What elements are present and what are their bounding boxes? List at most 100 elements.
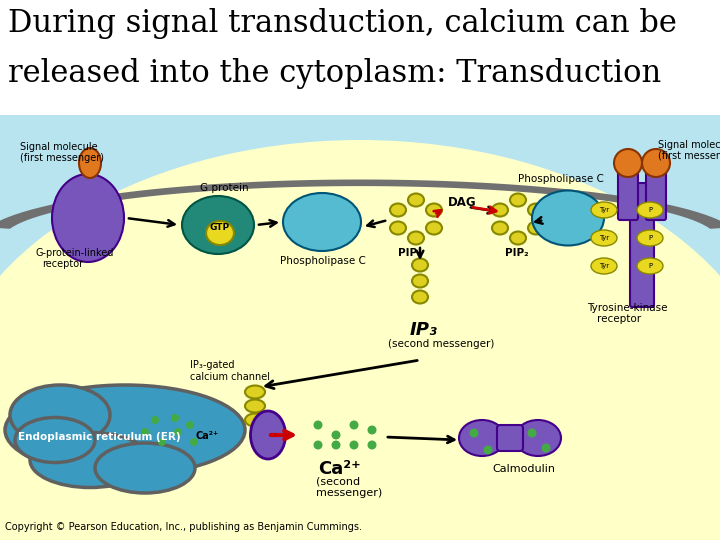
Circle shape: [349, 441, 359, 449]
Circle shape: [151, 416, 159, 424]
Ellipse shape: [637, 202, 663, 218]
Ellipse shape: [245, 414, 265, 427]
Ellipse shape: [0, 140, 720, 540]
Ellipse shape: [591, 230, 617, 246]
FancyBboxPatch shape: [646, 171, 666, 220]
Ellipse shape: [637, 258, 663, 274]
Ellipse shape: [492, 204, 508, 217]
Ellipse shape: [52, 174, 124, 262]
Circle shape: [190, 438, 198, 446]
FancyBboxPatch shape: [497, 425, 523, 451]
Ellipse shape: [510, 193, 526, 206]
Text: released into the cytoplasm: Transduction: released into the cytoplasm: Transductio…: [8, 58, 661, 89]
Ellipse shape: [412, 291, 428, 303]
Text: P: P: [648, 263, 652, 269]
Polygon shape: [0, 179, 720, 229]
Ellipse shape: [426, 204, 442, 217]
Ellipse shape: [591, 258, 617, 274]
Text: Phospholipase C: Phospholipase C: [280, 256, 366, 266]
Circle shape: [331, 441, 341, 449]
Circle shape: [367, 426, 377, 435]
Ellipse shape: [245, 400, 265, 413]
Ellipse shape: [515, 420, 561, 456]
Bar: [0, 115, 720, 520]
Text: Ca²⁺: Ca²⁺: [196, 431, 220, 441]
Circle shape: [528, 429, 536, 437]
Text: GTP: GTP: [210, 224, 230, 233]
Ellipse shape: [426, 221, 442, 234]
Ellipse shape: [15, 417, 95, 462]
Text: (second: (second: [316, 476, 360, 486]
Ellipse shape: [390, 221, 406, 234]
Ellipse shape: [459, 420, 505, 456]
Text: Tyr: Tyr: [599, 207, 609, 213]
Circle shape: [171, 414, 179, 422]
Ellipse shape: [5, 385, 245, 475]
Text: Tyr: Tyr: [599, 263, 609, 269]
Ellipse shape: [637, 230, 663, 246]
Ellipse shape: [30, 433, 150, 488]
Text: P: P: [648, 235, 652, 241]
Circle shape: [186, 421, 194, 429]
Ellipse shape: [182, 196, 254, 254]
Ellipse shape: [206, 221, 234, 245]
Text: DAG: DAG: [448, 196, 477, 209]
Text: receptor: receptor: [597, 314, 641, 324]
Text: Endoplasmic reticulum (ER): Endoplasmic reticulum (ER): [18, 432, 181, 442]
Text: IP₃: IP₃: [410, 321, 438, 339]
Text: G protein: G protein: [200, 183, 248, 193]
Circle shape: [313, 441, 323, 449]
Circle shape: [614, 149, 642, 177]
Circle shape: [469, 429, 479, 437]
Text: (first messenger): (first messenger): [658, 151, 720, 161]
Ellipse shape: [528, 221, 544, 234]
Text: (second messenger): (second messenger): [388, 339, 495, 349]
Circle shape: [158, 438, 166, 446]
Ellipse shape: [528, 204, 544, 217]
Circle shape: [541, 443, 551, 453]
Ellipse shape: [532, 191, 604, 246]
Circle shape: [642, 149, 670, 177]
Ellipse shape: [245, 386, 265, 399]
Ellipse shape: [390, 204, 406, 217]
Circle shape: [141, 428, 149, 436]
Text: Signal molecule: Signal molecule: [20, 142, 98, 152]
Circle shape: [331, 430, 341, 440]
Ellipse shape: [591, 202, 617, 218]
Bar: [0, 0, 720, 115]
Ellipse shape: [492, 221, 508, 234]
Text: IP₃-gated
calcium channel: IP₃-gated calcium channel: [190, 360, 270, 382]
Text: During signal transduction, calcium can be: During signal transduction, calcium can …: [8, 8, 677, 39]
Circle shape: [313, 421, 323, 429]
Circle shape: [367, 441, 377, 449]
Circle shape: [174, 428, 182, 436]
Circle shape: [484, 446, 492, 455]
Text: PIP₂: PIP₂: [505, 248, 528, 258]
Circle shape: [349, 421, 359, 429]
Text: Phospholipase C: Phospholipase C: [518, 174, 604, 184]
Text: P: P: [648, 207, 652, 213]
Text: Tyr: Tyr: [599, 235, 609, 241]
Text: messenger): messenger): [316, 488, 382, 498]
Text: Calmodulin: Calmodulin: [492, 464, 555, 474]
Ellipse shape: [412, 274, 428, 287]
Text: Copyright © Pearson Education, Inc., publishing as Benjamin Cummings.: Copyright © Pearson Education, Inc., pub…: [5, 522, 362, 532]
Text: Ca²⁺: Ca²⁺: [318, 460, 361, 478]
Text: PIP₂: PIP₂: [398, 248, 422, 258]
Ellipse shape: [412, 259, 428, 272]
Ellipse shape: [10, 385, 110, 445]
Ellipse shape: [95, 443, 195, 493]
Text: G-protein-linked: G-protein-linked: [35, 248, 113, 258]
Ellipse shape: [283, 193, 361, 251]
Ellipse shape: [79, 148, 101, 178]
Ellipse shape: [408, 232, 424, 245]
Text: Tyrosine-kinase: Tyrosine-kinase: [587, 303, 667, 313]
FancyBboxPatch shape: [618, 171, 638, 220]
Text: receptor: receptor: [42, 259, 83, 269]
Text: (first messenger): (first messenger): [20, 153, 104, 163]
FancyBboxPatch shape: [630, 183, 654, 307]
Ellipse shape: [251, 411, 286, 459]
Text: Signal molecule: Signal molecule: [658, 140, 720, 150]
Ellipse shape: [510, 232, 526, 245]
Ellipse shape: [408, 193, 424, 206]
